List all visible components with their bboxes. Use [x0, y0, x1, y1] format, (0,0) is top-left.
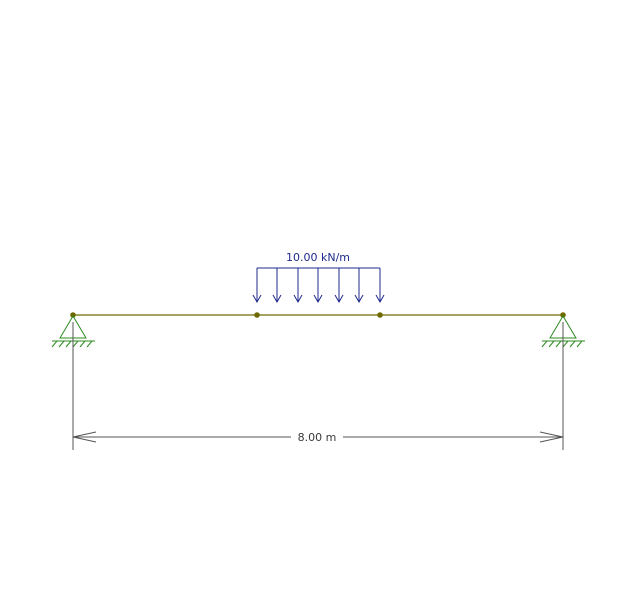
- load-arrows: [252, 268, 385, 304]
- load-label: 10.00 kN/m: [286, 251, 350, 264]
- dimension-arrow-left: [72, 431, 97, 443]
- node-left[interactable]: [70, 312, 76, 318]
- distributed-load[interactable]: [252, 267, 385, 304]
- node-load-start[interactable]: [254, 312, 260, 318]
- node-right[interactable]: [560, 312, 566, 318]
- support-hatching: [51, 340, 93, 348]
- span-dimension: [72, 322, 564, 450]
- load-arrow-head: [354, 294, 364, 304]
- support-left-pin[interactable]: [51, 315, 95, 348]
- load-arrow-head: [272, 294, 282, 304]
- load-arrow-head: [334, 294, 344, 304]
- support-hatching: [541, 340, 583, 348]
- dimension-arrow-right: [539, 431, 564, 443]
- span-label: 8.00 m: [298, 431, 337, 444]
- node-load-end[interactable]: [377, 312, 383, 318]
- load-arrow-head: [293, 294, 303, 304]
- load-arrow-head: [252, 294, 262, 304]
- load-arrow-head: [313, 294, 323, 304]
- load-arrow-head: [375, 294, 385, 304]
